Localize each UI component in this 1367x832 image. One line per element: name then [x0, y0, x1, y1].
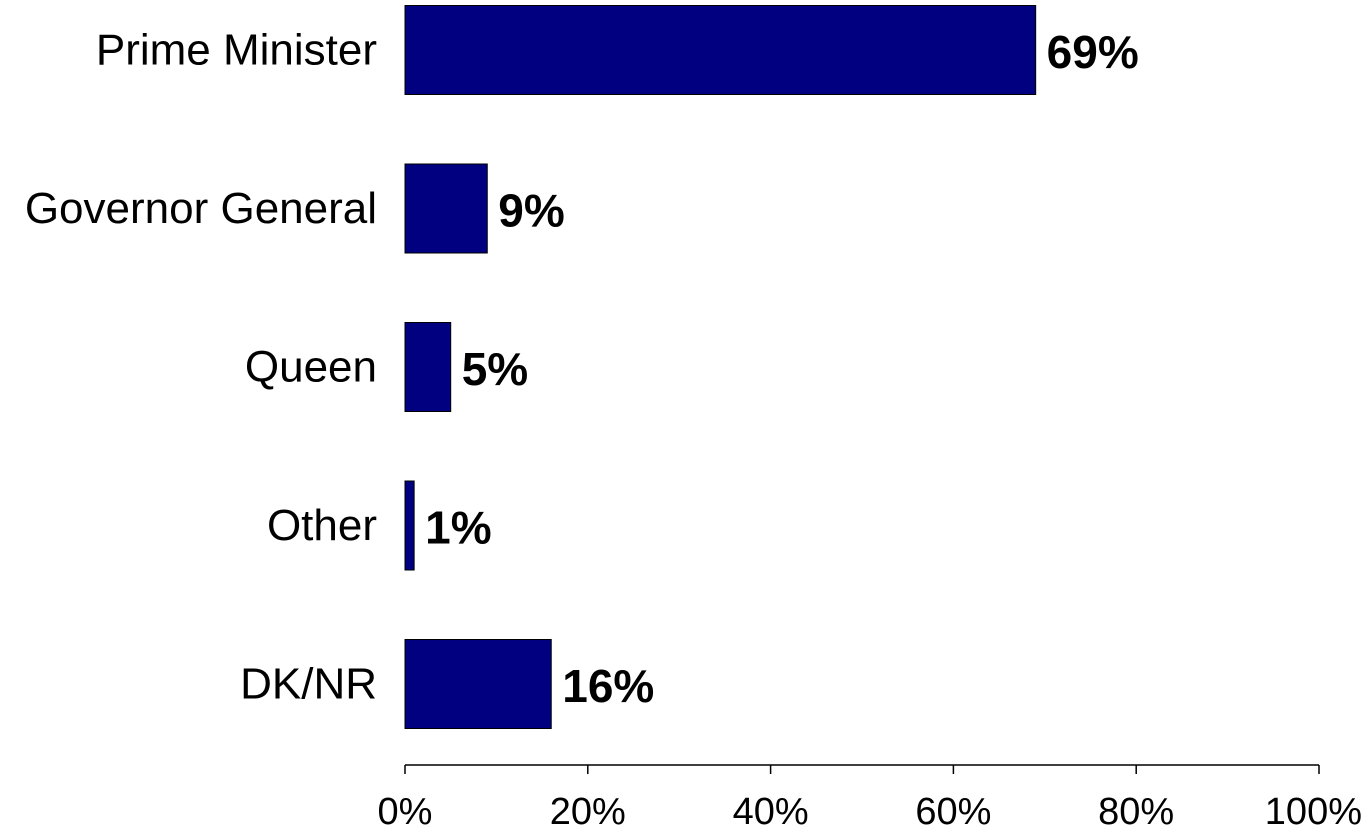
- category-label: DK/NR: [240, 660, 377, 709]
- x-tick-label: 80%: [1098, 791, 1174, 832]
- bar: [404, 480, 415, 571]
- bar: [404, 163, 488, 254]
- x-axis: 0% 20% 40% 60% 80% 100%: [378, 764, 1362, 832]
- bar: [404, 5, 1037, 95]
- x-tick-label: 60%: [915, 791, 991, 832]
- x-tick-label: 40%: [733, 791, 809, 832]
- category-label: Queen: [245, 343, 377, 392]
- value-label: 69%: [1047, 26, 1139, 78]
- value-label: 5%: [462, 343, 528, 395]
- category-label: Prime Minister: [96, 26, 377, 75]
- x-tick-label: 20%: [550, 791, 626, 832]
- x-tick-label: 0%: [378, 791, 433, 832]
- value-label: 1%: [425, 502, 491, 554]
- value-label: 16%: [562, 660, 654, 712]
- value-label: 9%: [498, 185, 564, 237]
- category-label: Other: [267, 501, 377, 550]
- bar: [404, 322, 452, 412]
- bar: [404, 639, 552, 729]
- x-tick-label: 100%: [1265, 791, 1362, 832]
- category-label: Governor General: [25, 184, 377, 233]
- bars-layer: Prime Minister 69% Governor General 9% Queen…: [25, 5, 1139, 729]
